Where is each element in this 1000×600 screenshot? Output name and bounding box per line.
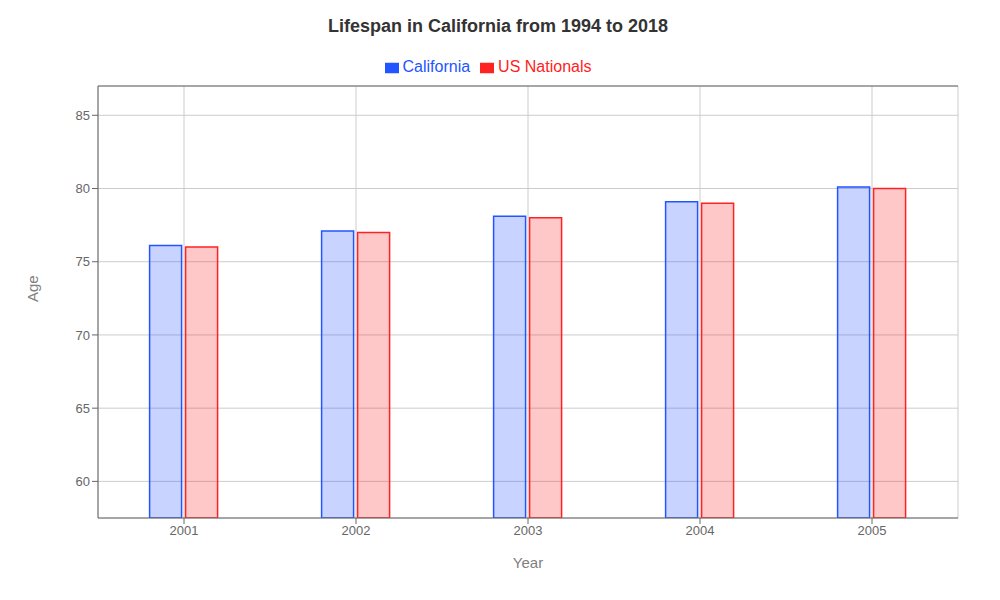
svg-text:2003: 2003 — [514, 523, 543, 538]
html-text:California: California — [402, 58, 471, 75]
svg-text:Year: Year — [513, 554, 543, 571]
svg-text:2004: 2004 — [686, 523, 715, 538]
svg-text:Age: Age — [24, 275, 41, 302]
svg-text:2001: 2001 — [170, 523, 199, 538]
svg-text:80: 80 — [76, 181, 90, 196]
html-text:Lifespan in California from 19: Lifespan in California from 1994 to 2018 — [327, 16, 668, 36]
svg-text:70: 70 — [76, 328, 90, 343]
svg-text:75: 75 — [76, 254, 90, 269]
html-text:US Nationals: US Nationals — [498, 58, 592, 75]
svg-text:60: 60 — [76, 474, 90, 489]
svg-text:2002: 2002 — [342, 523, 371, 538]
svg-text:65: 65 — [76, 401, 90, 416]
svg-text:2005: 2005 — [858, 523, 887, 538]
svg-text:85: 85 — [76, 108, 90, 123]
